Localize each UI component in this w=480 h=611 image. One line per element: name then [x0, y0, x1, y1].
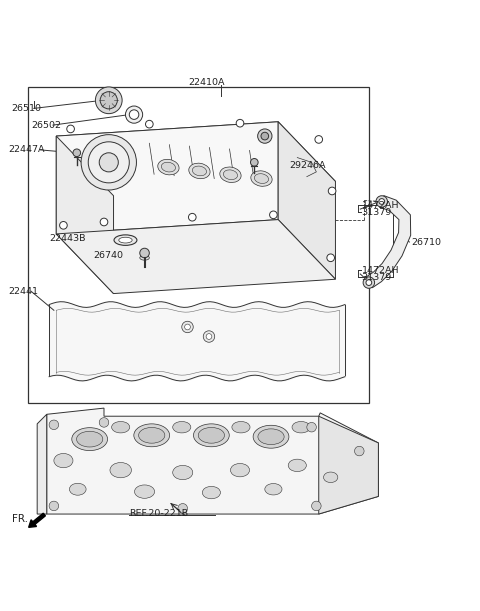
Circle shape — [67, 125, 74, 133]
FancyArrow shape — [29, 513, 46, 527]
Circle shape — [355, 446, 364, 456]
Ellipse shape — [253, 425, 289, 448]
Circle shape — [376, 196, 387, 207]
Circle shape — [379, 199, 384, 204]
Ellipse shape — [232, 422, 250, 433]
Circle shape — [185, 324, 191, 330]
Ellipse shape — [54, 453, 73, 468]
Ellipse shape — [223, 170, 238, 180]
Circle shape — [270, 211, 277, 219]
Ellipse shape — [161, 163, 176, 172]
Circle shape — [96, 87, 122, 114]
Circle shape — [203, 331, 215, 342]
Circle shape — [99, 153, 118, 172]
Text: 1472AH: 1472AH — [362, 201, 399, 210]
Ellipse shape — [265, 483, 282, 495]
Ellipse shape — [110, 463, 132, 478]
Circle shape — [258, 129, 272, 143]
Ellipse shape — [134, 424, 169, 447]
Ellipse shape — [258, 429, 284, 445]
Text: 31379: 31379 — [362, 208, 392, 217]
Circle shape — [125, 106, 143, 123]
Circle shape — [178, 503, 188, 513]
Circle shape — [261, 132, 269, 140]
Polygon shape — [319, 416, 378, 514]
Circle shape — [60, 222, 67, 229]
Circle shape — [100, 218, 108, 226]
Text: REF.20-221B: REF.20-221B — [129, 508, 189, 518]
Text: 1472AH: 1472AH — [362, 266, 399, 275]
Circle shape — [363, 277, 374, 288]
Polygon shape — [47, 408, 378, 514]
Text: 22447A: 22447A — [9, 145, 45, 155]
Ellipse shape — [251, 171, 272, 186]
Ellipse shape — [220, 167, 241, 183]
Ellipse shape — [139, 428, 165, 443]
Ellipse shape — [173, 422, 191, 433]
Bar — [28, 87, 369, 403]
Circle shape — [236, 119, 244, 127]
Ellipse shape — [114, 235, 137, 246]
Circle shape — [49, 501, 59, 511]
Ellipse shape — [288, 459, 306, 472]
Ellipse shape — [254, 174, 269, 183]
Text: 26710: 26710 — [411, 238, 441, 246]
Circle shape — [145, 120, 153, 128]
Circle shape — [327, 254, 335, 262]
Circle shape — [88, 142, 129, 183]
Text: 26510: 26510 — [11, 104, 41, 113]
Text: 22443B: 22443B — [49, 234, 85, 243]
Text: 31379: 31379 — [362, 273, 392, 282]
Polygon shape — [278, 122, 336, 279]
Circle shape — [81, 134, 136, 190]
Circle shape — [312, 501, 321, 511]
Circle shape — [328, 187, 336, 195]
Ellipse shape — [189, 163, 210, 178]
Circle shape — [49, 420, 59, 430]
Ellipse shape — [230, 464, 250, 477]
Ellipse shape — [72, 428, 108, 450]
Polygon shape — [56, 136, 114, 293]
Ellipse shape — [76, 431, 103, 447]
Circle shape — [206, 334, 212, 339]
Polygon shape — [365, 196, 411, 288]
Polygon shape — [56, 219, 336, 293]
Ellipse shape — [158, 159, 179, 175]
Ellipse shape — [119, 237, 132, 243]
Polygon shape — [56, 122, 336, 196]
Text: 26502: 26502 — [32, 120, 61, 130]
Circle shape — [307, 422, 316, 432]
Text: 29246A: 29246A — [289, 161, 326, 170]
Ellipse shape — [324, 472, 338, 483]
Ellipse shape — [198, 428, 225, 443]
Circle shape — [251, 158, 258, 166]
Circle shape — [140, 248, 149, 258]
Ellipse shape — [140, 255, 149, 260]
Circle shape — [182, 321, 193, 333]
Ellipse shape — [192, 166, 206, 176]
Circle shape — [366, 280, 372, 285]
Text: 26740: 26740 — [93, 251, 123, 260]
Ellipse shape — [70, 483, 86, 495]
Circle shape — [73, 149, 81, 156]
Ellipse shape — [202, 486, 220, 499]
Circle shape — [189, 213, 196, 221]
Ellipse shape — [134, 485, 155, 499]
Ellipse shape — [112, 422, 130, 433]
Ellipse shape — [292, 422, 310, 433]
Circle shape — [315, 136, 323, 143]
Circle shape — [129, 110, 139, 119]
Text: 22410A: 22410A — [188, 78, 225, 87]
Ellipse shape — [173, 466, 193, 480]
Circle shape — [99, 418, 109, 427]
Polygon shape — [37, 414, 47, 514]
Ellipse shape — [193, 424, 229, 447]
Circle shape — [100, 92, 117, 109]
Text: FR.: FR. — [12, 514, 28, 524]
Polygon shape — [56, 122, 278, 234]
Text: 22441: 22441 — [9, 287, 38, 296]
